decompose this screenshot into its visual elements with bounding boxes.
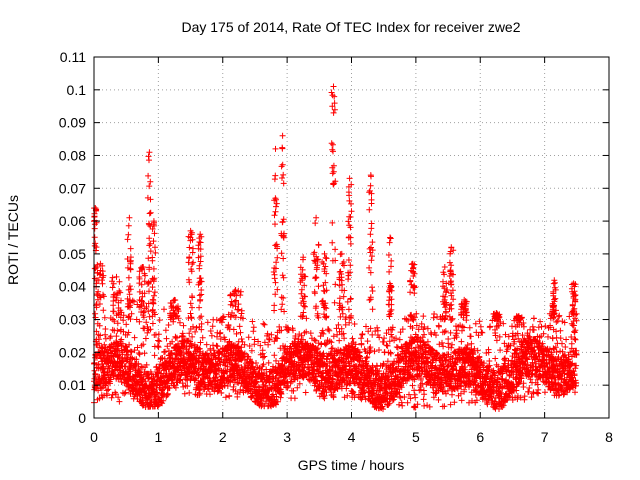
x-axis-label: GPS time / hours — [298, 457, 405, 473]
y-tick-label: 0.11 — [60, 49, 86, 65]
x-tick-labels: 0 1 2 3 4 5 6 7 8 — [90, 429, 613, 445]
data-point-markers — [91, 83, 580, 413]
y-tick-label: 0.09 — [59, 115, 86, 131]
y-tick-label: 0.08 — [59, 147, 86, 163]
x-tick-label: 5 — [412, 429, 420, 445]
y-tick-label: 0.06 — [59, 213, 86, 229]
y-tick-label: 0.05 — [59, 246, 86, 262]
y-tick-label: 0.04 — [59, 279, 86, 295]
grid-lines — [94, 57, 609, 418]
y-tick-label: 0 — [78, 410, 86, 426]
y-tick-label: 0.03 — [59, 312, 86, 328]
x-tick-label: 7 — [541, 429, 549, 445]
y-tick-labels: 0 0.01 0.02 0.03 0.04 0.05 0.06 0.07 0.08 0.09 0.1… — [59, 49, 86, 426]
x-tick-label: 6 — [476, 429, 484, 445]
axis-ticks — [93, 56, 610, 419]
x-tick-label: 4 — [348, 429, 356, 445]
x-tick-label: 0 — [90, 429, 98, 445]
y-tick-label: 0.02 — [59, 344, 86, 360]
x-tick-label: 3 — [283, 429, 291, 445]
roti-data-points — [91, 83, 580, 413]
y-axis-label: ROTI / TECUs — [5, 195, 21, 285]
x-tick-label: 2 — [219, 429, 227, 445]
x-tick-label: 1 — [154, 429, 162, 445]
y-tick-label: 0.07 — [59, 180, 86, 196]
y-tick-label: 0.1 — [67, 82, 87, 98]
chart-title: Day 175 of 2014, Rate Of TEC Index for r… — [181, 19, 520, 35]
y-tick-label: 0.01 — [59, 377, 86, 393]
x-tick-label: 8 — [605, 429, 613, 445]
